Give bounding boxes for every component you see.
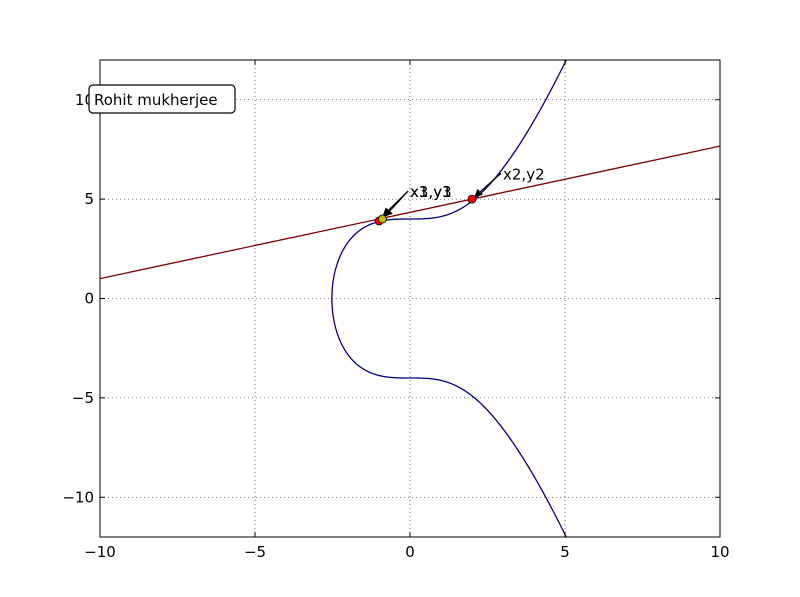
data-point [378, 214, 387, 224]
annotation-label: x2,y2 [503, 165, 545, 183]
x-tick-label: −5 [244, 543, 266, 561]
text-box: Rohit mukherjee [88, 84, 236, 114]
text-box-frame [88, 84, 236, 114]
x-tick-label: 5 [560, 543, 570, 561]
y-tick-label: −10 [62, 488, 94, 506]
elliptic-curve-line [331, 60, 567, 537]
annotation-arrow [384, 190, 409, 217]
data-point [467, 194, 477, 204]
x-tick-label: 0 [405, 543, 415, 561]
x-tick-label: 10 [710, 543, 729, 561]
y-tick-label: −5 [72, 389, 94, 407]
text-box-label: Rohit mukherjee [94, 91, 218, 109]
x-tick-label: −10 [84, 543, 116, 561]
annotation-label: x1,y1 [410, 183, 452, 201]
y-tick-label: 5 [84, 190, 94, 208]
secant-line [100, 145, 720, 280]
annotation-label: x3,y3 [410, 183, 452, 201]
y-tick-label: 0 [84, 290, 94, 308]
grid [100, 60, 720, 537]
data-points [374, 194, 477, 226]
annotation-arrow [474, 172, 502, 198]
plot-series [100, 60, 720, 537]
